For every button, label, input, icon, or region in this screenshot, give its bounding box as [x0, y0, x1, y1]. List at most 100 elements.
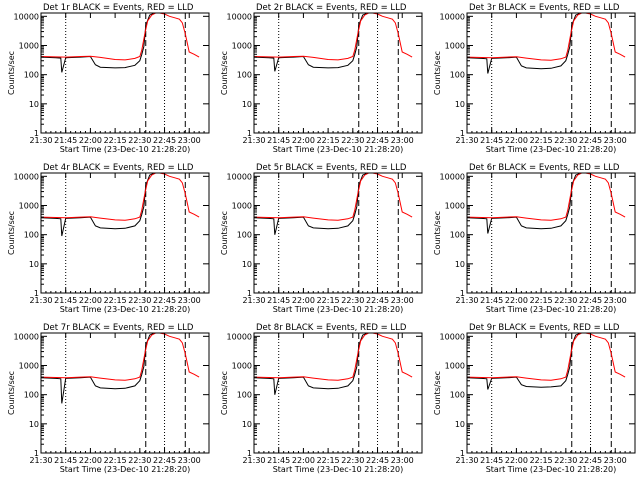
y-tick-label: 10000: [14, 172, 39, 181]
panel-title: Det 1r BLACK = Events, RED = LLD: [43, 3, 194, 13]
y-tick-label: 1000: [445, 361, 465, 370]
y-tick-label: 1000: [232, 361, 252, 370]
x-tick-label: 22:45: [579, 296, 602, 305]
y-axis-label: Counts/sec: [433, 211, 442, 255]
y-tick-label: 1: [460, 129, 465, 138]
y-tick-label: 1: [247, 449, 252, 458]
y-tick-label: 10000: [440, 332, 465, 341]
y-tick-label: 1: [34, 449, 39, 458]
x-tick-label: 22:15: [104, 136, 127, 145]
panel-title: Det 5r BLACK = Events, RED = LLD: [256, 163, 407, 173]
x-tick-label: 21:45: [480, 136, 503, 145]
x-tick-label: 23:00: [604, 456, 627, 465]
y-tick-label: 10: [455, 420, 465, 429]
y-tick-label: 10: [29, 260, 39, 269]
lld-series-line: [41, 13, 200, 61]
y-axis-label: Counts/sec: [7, 371, 16, 415]
x-axis-label: Start Time (23-Dec-10 21:28:20): [60, 465, 191, 474]
lld-series-line: [41, 333, 200, 381]
events-series-line: [254, 173, 373, 235]
y-tick-label: 10: [242, 260, 252, 269]
events-series-line: [41, 173, 160, 237]
y-tick-label: 10000: [227, 332, 252, 341]
x-tick-label: 22:45: [579, 456, 602, 465]
panel-title: Det 2r BLACK = Events, RED = LLD: [256, 3, 407, 13]
y-tick-label: 10000: [440, 172, 465, 181]
panel-det-2: Det 2r BLACK = Events, RED = LLD 21:30 21:…: [220, 3, 423, 154]
x-tick-label: 22:00: [292, 296, 315, 305]
y-axis-label: Counts/sec: [433, 371, 442, 415]
x-tick-label: 21:30: [242, 296, 265, 305]
x-axis-label: Start Time (23-Dec-10 21:28:20): [486, 305, 617, 314]
y-tick-label: 100: [450, 231, 465, 240]
x-tick-label: 22:30: [128, 456, 151, 465]
x-tick-label: 22:00: [505, 456, 528, 465]
x-tick-label: 22:30: [341, 136, 364, 145]
x-axis-label: Start Time (23-Dec-10 21:28:20): [60, 305, 191, 314]
panel-title: Det 3r BLACK = Events, RED = LLD: [469, 3, 620, 13]
events-series-line: [41, 333, 160, 404]
y-tick-label: 1000: [232, 201, 252, 210]
panel-det-3: Det 3r BLACK = Events, RED = LLD 21:30 21:…: [433, 3, 636, 154]
x-tick-label: 22:15: [317, 136, 340, 145]
x-tick-label: 23:00: [391, 136, 414, 145]
events-series-line: [467, 333, 586, 390]
y-tick-label: 100: [24, 231, 39, 240]
x-tick-label: 22:00: [79, 136, 102, 145]
x-tick-label: 22:15: [530, 136, 553, 145]
panel-title: Det 9r BLACK = Events, RED = LLD: [469, 323, 620, 333]
x-tick-label: 22:30: [554, 456, 577, 465]
y-axis-label: Counts/sec: [7, 211, 16, 255]
x-tick-label: 22:15: [530, 456, 553, 465]
events-series-line: [254, 333, 373, 395]
x-tick-label: 23:00: [391, 456, 414, 465]
y-tick-label: 10: [455, 260, 465, 269]
x-tick-label: 21:30: [29, 456, 52, 465]
y-tick-label: 1: [247, 129, 252, 138]
y-tick-label: 1: [460, 289, 465, 298]
x-tick-label: 22:00: [292, 136, 315, 145]
y-tick-label: 100: [24, 71, 39, 80]
x-tick-label: 22:00: [505, 296, 528, 305]
x-tick-label: 22:30: [341, 296, 364, 305]
events-series-line: [41, 13, 160, 73]
panel-det-9: Det 9r BLACK = Events, RED = LLD 21:30 21:…: [433, 323, 636, 474]
events-series-line: [467, 173, 586, 234]
x-tick-label: 21:30: [455, 296, 478, 305]
y-tick-label: 1: [34, 129, 39, 138]
x-tick-label: 21:45: [54, 136, 77, 145]
x-axis-label: Start Time (23-Dec-10 21:28:20): [273, 305, 404, 314]
lld-series-line: [467, 333, 626, 381]
x-axis-label: Start Time (23-Dec-10 21:28:20): [486, 465, 617, 474]
y-tick-label: 1000: [19, 41, 39, 50]
lld-series-line: [467, 173, 626, 221]
y-tick-label: 100: [450, 391, 465, 400]
x-tick-label: 22:00: [292, 456, 315, 465]
x-tick-label: 21:45: [54, 456, 77, 465]
x-axis-label: Start Time (23-Dec-10 21:28:20): [273, 145, 404, 154]
panel-title: Det 4r BLACK = Events, RED = LLD: [43, 163, 194, 173]
x-tick-label: 22:15: [317, 296, 340, 305]
y-tick-label: 1: [460, 449, 465, 458]
x-tick-label: 21:30: [29, 136, 52, 145]
panel-title: Det 7r BLACK = Events, RED = LLD: [43, 323, 194, 333]
x-axis-label: Start Time (23-Dec-10 21:28:20): [486, 145, 617, 154]
x-tick-label: 22:15: [317, 456, 340, 465]
y-tick-label: 1: [34, 289, 39, 298]
x-tick-label: 22:15: [104, 296, 127, 305]
x-tick-label: 21:45: [480, 456, 503, 465]
x-tick-label: 23:00: [604, 136, 627, 145]
x-tick-label: 23:00: [178, 456, 201, 465]
events-series-line: [254, 13, 373, 72]
y-tick-label: 10000: [14, 332, 39, 341]
events-series-line: [467, 13, 586, 74]
x-tick-label: 21:45: [267, 296, 290, 305]
panel-det-8: Det 8r BLACK = Events, RED = LLD 21:30 21:…: [220, 323, 423, 474]
y-tick-label: 10: [29, 100, 39, 109]
x-tick-label: 23:00: [178, 136, 201, 145]
x-tick-label: 22:45: [579, 136, 602, 145]
lld-series-line: [254, 333, 413, 381]
y-axis-label: Counts/sec: [220, 371, 229, 415]
y-tick-label: 10000: [440, 12, 465, 21]
